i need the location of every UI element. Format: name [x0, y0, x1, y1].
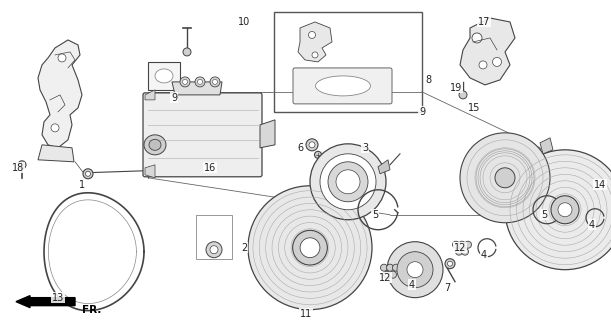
Circle shape: [180, 77, 190, 87]
Polygon shape: [378, 160, 390, 174]
Circle shape: [461, 248, 469, 255]
Circle shape: [197, 79, 202, 84]
Text: 11: 11: [300, 308, 312, 319]
Circle shape: [210, 246, 218, 254]
Polygon shape: [172, 82, 222, 95]
Text: 12: 12: [379, 273, 391, 283]
Polygon shape: [298, 22, 332, 62]
Text: 17: 17: [478, 17, 490, 27]
Polygon shape: [145, 165, 155, 178]
Text: 16: 16: [204, 163, 216, 173]
Circle shape: [397, 252, 433, 288]
Circle shape: [505, 150, 611, 270]
Circle shape: [83, 169, 93, 179]
Circle shape: [447, 261, 453, 266]
Text: 5: 5: [541, 210, 547, 220]
Circle shape: [458, 241, 466, 248]
Text: 2: 2: [241, 243, 247, 253]
FancyArrow shape: [16, 296, 75, 308]
Ellipse shape: [149, 139, 161, 150]
Text: 1: 1: [79, 180, 85, 190]
Circle shape: [479, 61, 487, 69]
Circle shape: [310, 144, 386, 220]
Circle shape: [558, 203, 572, 217]
FancyBboxPatch shape: [148, 62, 180, 90]
FancyBboxPatch shape: [274, 12, 422, 112]
Text: 7: 7: [444, 283, 450, 293]
Circle shape: [18, 161, 26, 169]
Circle shape: [309, 142, 315, 148]
Circle shape: [392, 264, 400, 271]
Text: 19: 19: [450, 83, 462, 93]
Circle shape: [551, 196, 579, 224]
Circle shape: [387, 242, 443, 298]
Circle shape: [381, 264, 387, 271]
Text: 18: 18: [12, 163, 24, 173]
Circle shape: [384, 271, 390, 278]
Circle shape: [445, 259, 455, 269]
Ellipse shape: [315, 76, 370, 96]
Text: 13: 13: [52, 293, 64, 303]
Circle shape: [492, 57, 502, 67]
Circle shape: [459, 91, 467, 99]
Circle shape: [306, 139, 318, 151]
Circle shape: [315, 151, 321, 158]
Ellipse shape: [144, 135, 166, 155]
Text: 4: 4: [589, 220, 595, 230]
Circle shape: [455, 248, 463, 255]
Polygon shape: [260, 120, 275, 148]
Circle shape: [460, 133, 550, 223]
Circle shape: [300, 238, 320, 258]
Circle shape: [387, 264, 393, 271]
Circle shape: [86, 171, 90, 176]
FancyBboxPatch shape: [143, 93, 262, 177]
Circle shape: [328, 162, 368, 202]
Text: 9: 9: [419, 107, 425, 117]
Circle shape: [183, 48, 191, 56]
Circle shape: [206, 242, 222, 258]
Text: FR.: FR.: [82, 305, 101, 315]
Circle shape: [320, 154, 376, 210]
Circle shape: [453, 241, 459, 248]
Circle shape: [389, 271, 397, 278]
FancyBboxPatch shape: [196, 215, 232, 259]
Text: 4: 4: [481, 250, 487, 260]
Circle shape: [210, 77, 220, 87]
Polygon shape: [145, 90, 155, 100]
Text: 15: 15: [468, 103, 480, 113]
FancyBboxPatch shape: [293, 68, 392, 104]
Polygon shape: [38, 40, 82, 148]
Polygon shape: [540, 138, 553, 154]
Circle shape: [183, 79, 188, 84]
Circle shape: [464, 241, 472, 248]
Circle shape: [407, 262, 423, 278]
Circle shape: [248, 186, 372, 310]
Text: 4: 4: [409, 280, 415, 290]
Polygon shape: [38, 145, 74, 162]
Circle shape: [195, 77, 205, 87]
Circle shape: [293, 230, 327, 265]
Text: 12: 12: [454, 243, 466, 253]
Circle shape: [472, 33, 482, 43]
Text: 8: 8: [425, 75, 431, 85]
Circle shape: [495, 168, 515, 188]
Text: 10: 10: [238, 17, 250, 27]
Circle shape: [20, 163, 24, 167]
Text: 14: 14: [594, 180, 606, 190]
Circle shape: [209, 225, 219, 235]
Circle shape: [336, 170, 360, 194]
Polygon shape: [460, 18, 515, 85]
Text: 9: 9: [171, 93, 177, 103]
Text: 5: 5: [372, 210, 378, 220]
Circle shape: [58, 54, 66, 62]
Circle shape: [213, 79, 218, 84]
Circle shape: [309, 31, 315, 38]
Ellipse shape: [155, 69, 173, 83]
Circle shape: [312, 52, 318, 58]
Text: 6: 6: [297, 143, 303, 153]
Circle shape: [51, 124, 59, 132]
Text: 3: 3: [362, 143, 368, 153]
